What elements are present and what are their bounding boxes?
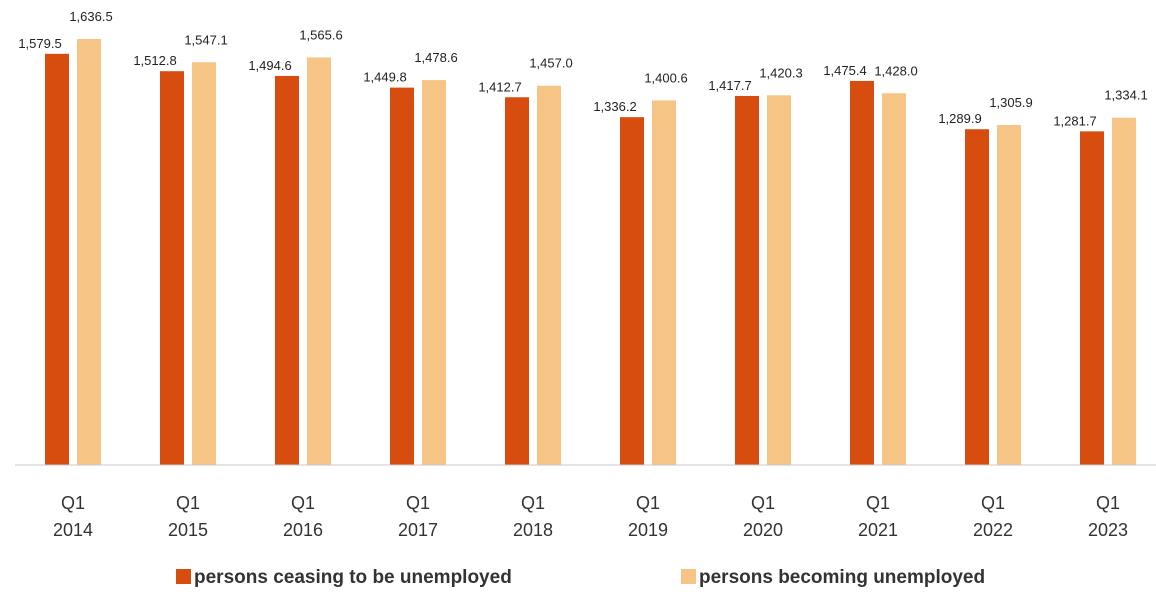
bar-series-2-8 <box>882 93 906 466</box>
value-label-series-1-2: 1,512.8 <box>133 53 176 68</box>
x-tick-label-line-2-2: 2015 <box>168 520 208 540</box>
x-tick-label-line-3-2: 2016 <box>283 520 323 540</box>
x-tick-label-line-9-2: 2022 <box>973 520 1013 540</box>
value-label-series-1-5: 1,412.7 <box>478 79 521 94</box>
bar-series-1-3 <box>275 75 299 465</box>
bar-series-2-5 <box>537 85 561 465</box>
value-label-series-1-3: 1,494.6 <box>248 58 291 73</box>
value-label-series-2-6: 1,400.6 <box>644 70 687 85</box>
bar-series-1-8 <box>850 80 874 465</box>
bar-series-2-7 <box>767 95 791 466</box>
bar-series-1-5 <box>505 97 529 465</box>
value-label-series-2-1: 1,636.5 <box>69 9 112 24</box>
value-label-series-1-4: 1,449.8 <box>363 70 406 85</box>
x-tick-label-9: Q1 2022 <box>973 493 1013 540</box>
bar-series-2-1 <box>77 39 101 465</box>
x-tick-label-7: Q1 2020 <box>743 493 783 540</box>
value-labels-group: 1,579.5 1,636.5 1,512.8 1,547.1 1,494.6 1,565… <box>18 9 1147 128</box>
x-tick-label-line-3-1: Q1 <box>291 493 315 513</box>
value-label-series-2-3: 1,565.6 <box>299 27 342 42</box>
x-tick-label-line-8-2: 2021 <box>858 520 898 540</box>
value-label-series-1-7: 1,417.7 <box>708 78 751 93</box>
bar-series-1-9 <box>965 129 989 466</box>
value-label-series-1-1: 1,579.5 <box>18 36 61 51</box>
x-tick-label-line-1-2: 2014 <box>53 520 93 540</box>
x-tick-label-line-7-2: 2020 <box>743 520 783 540</box>
x-tick-label-line-5-2: 2018 <box>513 520 553 540</box>
x-tick-label-line-1-1: Q1 <box>61 493 85 513</box>
value-label-series-2-8: 1,428.0 <box>874 63 917 78</box>
bar-series-1-6 <box>620 117 644 466</box>
x-tick-label-5: Q1 2018 <box>513 493 553 540</box>
bar-series-1-1 <box>45 53 69 465</box>
legend-label-2: persons becoming unemployed <box>699 567 985 588</box>
x-tick-label-6: Q1 2019 <box>628 493 668 540</box>
legend-label-1: persons ceasing to be unemployed <box>194 567 512 588</box>
bar-series-1-10 <box>1080 131 1104 465</box>
value-label-series-1-6: 1,336.2 <box>593 99 636 114</box>
bar-series-2-2 <box>192 62 216 466</box>
x-tick-label-8: Q1 2021 <box>858 493 898 540</box>
x-tick-label-line-9-1: Q1 <box>981 493 1005 513</box>
bar-series-2-10 <box>1112 117 1136 466</box>
x-tick-labels-group: Q1 2014 Q1 2015 Q1 2016 Q1 2017 Q1 2018 Q1 2019 Q1 20… <box>53 493 1128 540</box>
value-label-series-2-2: 1,547.1 <box>184 32 227 47</box>
legend-swatch-2 <box>681 569 696 584</box>
value-label-series-2-5: 1,457.0 <box>529 56 572 71</box>
value-label-series-2-4: 1,478.6 <box>414 50 457 65</box>
value-label-series-1-9: 1,289.9 <box>938 111 981 126</box>
x-tick-label-line-7-1: Q1 <box>751 493 775 513</box>
x-tick-label-1: Q1 2014 <box>53 493 93 540</box>
x-tick-label-line-6-2: 2019 <box>628 520 668 540</box>
value-label-series-2-7: 1,420.3 <box>759 65 802 80</box>
value-label-series-2-10: 1,334.1 <box>1104 88 1147 103</box>
bar-series-1-2 <box>160 71 184 465</box>
x-tick-label-line-10-2: 2023 <box>1088 520 1128 540</box>
bar-series-2-6 <box>652 100 676 465</box>
x-tick-label-line-8-1: Q1 <box>866 493 890 513</box>
x-tick-label-line-6-1: Q1 <box>636 493 660 513</box>
bar-series-1-4 <box>390 87 414 465</box>
x-tick-label-line-2-1: Q1 <box>176 493 200 513</box>
x-tick-label-10: Q1 2023 <box>1088 493 1128 540</box>
bar-series-2-4 <box>422 80 446 465</box>
x-tick-label-line-10-1: Q1 <box>1096 493 1120 513</box>
x-tick-label-line-4-2: 2017 <box>398 520 438 540</box>
x-tick-label-2: Q1 2015 <box>168 493 208 540</box>
x-tick-label-line-4-1: Q1 <box>406 493 430 513</box>
x-tick-label-4: Q1 2017 <box>398 493 438 540</box>
x-tick-label-line-5-1: Q1 <box>521 493 545 513</box>
x-tick-label-3: Q1 2016 <box>283 493 323 540</box>
value-label-series-2-9: 1,305.9 <box>989 95 1032 110</box>
bars-group <box>45 39 1136 466</box>
legend-swatch-1 <box>176 569 191 584</box>
value-label-series-1-10: 1,281.7 <box>1053 113 1096 128</box>
bar-series-1-7 <box>735 95 759 466</box>
bar-series-2-9 <box>997 125 1021 466</box>
legend: persons ceasing to be unemployed persons … <box>176 567 985 588</box>
value-label-series-1-8: 1,475.4 <box>823 63 866 78</box>
bar-series-2-3 <box>307 57 331 466</box>
